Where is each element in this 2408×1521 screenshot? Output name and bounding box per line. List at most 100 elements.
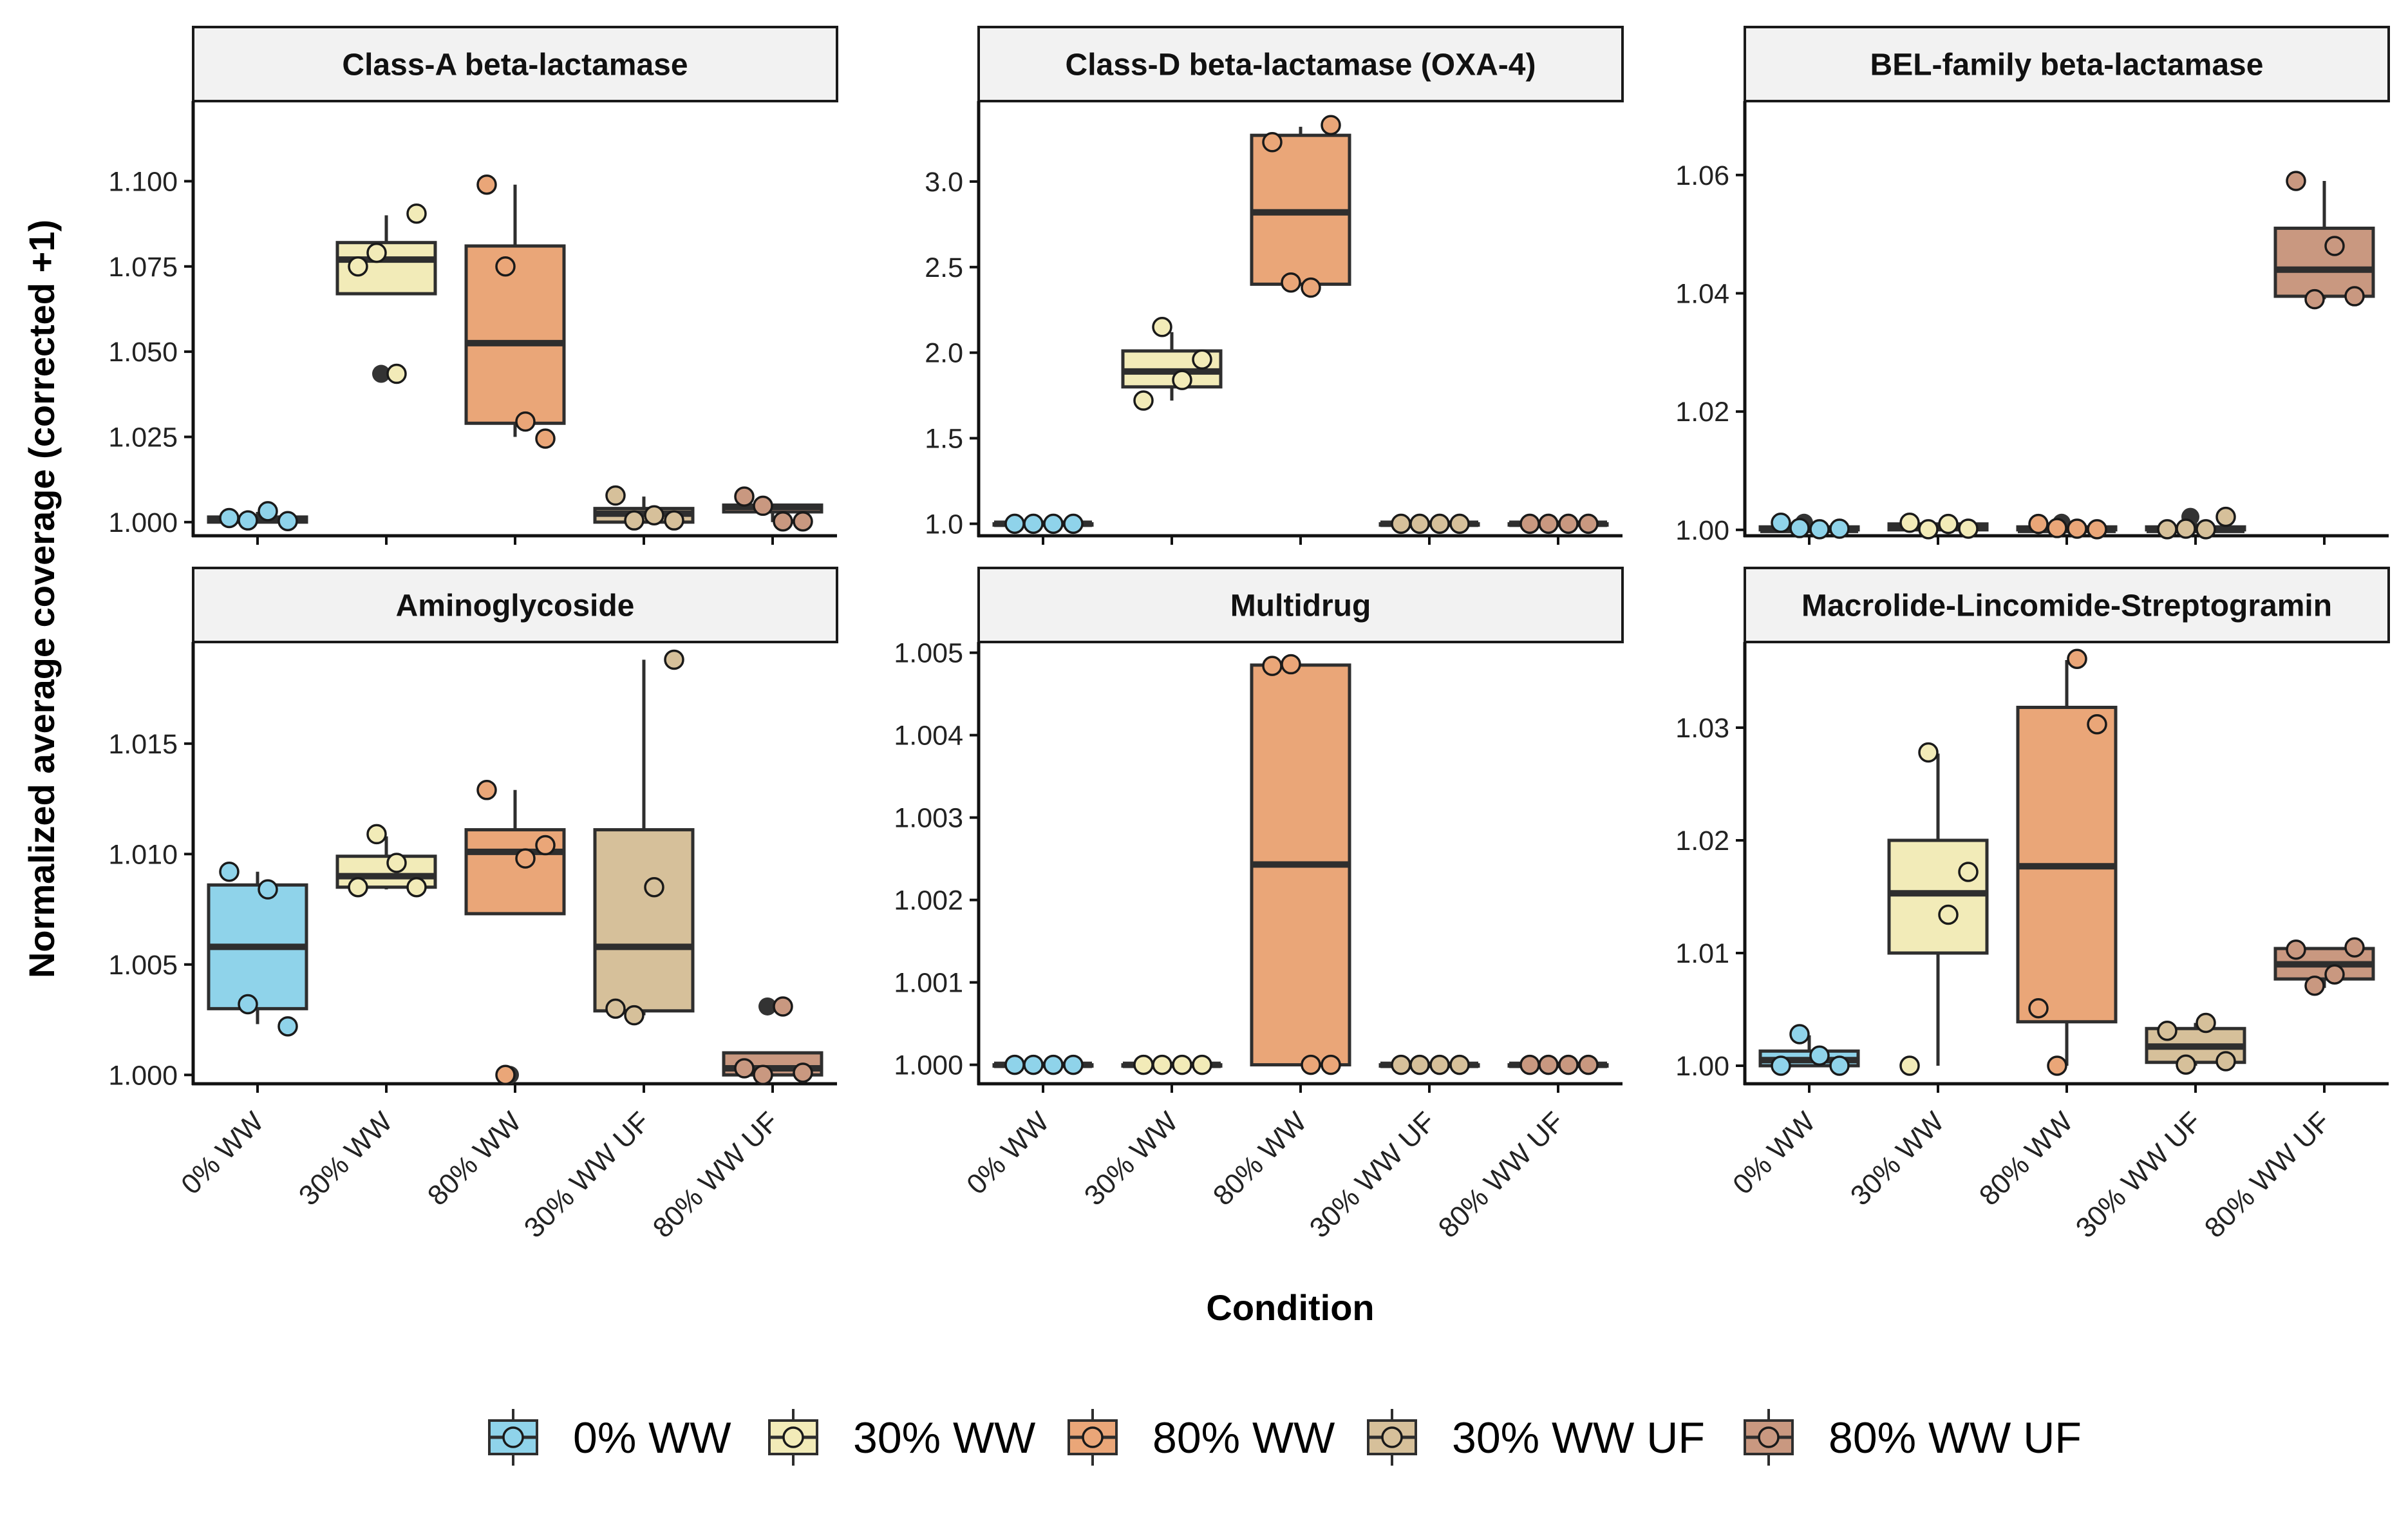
data-point [734,1058,755,1079]
data-point [664,510,684,531]
data-point [1429,513,1450,534]
box-80-ww [464,184,566,437]
legend-key-point [1758,1426,1780,1448]
y-tick-label: 1.00 [1675,1051,1729,1082]
data-point [1578,1054,1599,1075]
data-point [1829,518,1850,539]
data-point [2157,1021,2178,1041]
data-point [366,242,387,263]
data-point [515,848,536,869]
data-point [238,510,258,531]
data-point [1023,513,1044,534]
box-30-ww [1887,753,1989,1066]
box-80-ww [1250,126,1351,286]
y-tick-label: 1.0 [925,509,963,540]
panel-title: Aminoglycoside [396,589,635,623]
y-tick-label: 3.0 [925,167,963,198]
data-point [1938,513,1959,534]
legend: 0% WW 30% WW 80% WW 30% WW UF 80% WW UF [488,1409,2082,1466]
data-point [258,501,278,522]
y-tick-label: 1.03 [1675,713,1729,744]
data-point [2324,964,2345,985]
data-point [734,486,755,507]
data-point [406,203,427,224]
data-point [1789,1024,1810,1044]
legend-item-80-ww-uf: 80% WW UF [1744,1409,2082,1466]
panel-bel-family-beta-lactamase: BEL-family beta-lactamase 1.00 1.02 1.04 1.0… [1675,26,2390,546]
panel-strip [192,567,838,643]
data-point [1172,370,1192,390]
box-30-ww-uf [593,659,695,1016]
data-point [476,174,497,195]
data-point [1829,1055,1850,1076]
data-point [1133,1054,1154,1075]
data-point [1262,132,1283,153]
y-tick-label: 1.025 [108,422,178,453]
data-point [644,505,664,525]
legend-item-30-ww-uf: 30% WW UF [1367,1409,1705,1466]
data-point [348,876,368,898]
data-point [605,998,626,1019]
y-tick-label: 1.075 [108,252,178,283]
data-point [1301,1054,1321,1075]
legend-item-30-ww: 30% WW [768,1409,1035,1466]
legend-key-point [782,1426,804,1448]
y-tick-label: 1.004 [894,721,963,751]
data-point [1958,862,1979,882]
data-point [1558,1054,1579,1075]
data-point [1958,518,1979,539]
data-point [1771,513,1791,533]
data-point [1899,1055,1920,1076]
legend-item-80-ww: 80% WW [1068,1409,1335,1466]
box-body [2273,226,2375,298]
outlier-point [758,997,776,1016]
data-point [1281,654,1301,675]
data-point [2067,648,2087,669]
y-tick-label: 1.06 [1675,160,1729,191]
y-tick-label: 1.02 [1675,397,1729,428]
data-point [1281,272,1301,293]
data-point [1558,513,1579,534]
box-body [593,828,695,1013]
data-point [1578,513,1599,534]
data-point [1771,1055,1791,1076]
y-tick-label: 1.050 [108,337,178,368]
data-point [348,256,368,277]
data-point [1133,390,1154,411]
data-point [644,876,664,898]
data-point [1449,513,1470,534]
panel-strip [1744,26,2390,102]
data-point [1429,1054,1450,1075]
panel-strip [192,26,838,102]
data-point [2304,288,2325,310]
data-point [1538,1054,1559,1075]
panel-class-a-beta-lactamase: Class-A beta-lactamase 1.000 1.025 1.050 1.0… [108,26,838,545]
panel-title: Macrolide-Lincomide-Streptogramin [1801,589,2332,623]
data-point [2215,1051,2236,1072]
legend-key-point [502,1426,524,1448]
data-point [1409,513,1430,534]
data-point [1449,1054,1470,1075]
data-point [1152,1054,1172,1075]
y-tick-label: 1.010 [108,839,178,870]
panel-strip [977,567,1624,643]
data-point [1519,1054,1540,1075]
data-point [366,824,387,845]
data-point [406,876,427,898]
x-axis-title: Condition [1206,1287,1374,1328]
y-tick-label: 1.005 [108,950,178,981]
data-point [277,511,298,531]
data-point [1321,115,1341,135]
box-0-ww [207,871,308,1025]
data-point [1192,1054,1212,1075]
y-tick-label: 1.04 [1675,278,1729,309]
data-point [1063,1054,1084,1075]
y-tick-label: 1.000 [108,507,178,538]
y-tick-label: 2.0 [925,338,963,369]
y-tick-label: 1.01 [1675,938,1729,969]
y-tick-label: 1.003 [894,803,963,834]
data-point [2196,519,2216,540]
panel-class-d-beta-lactamase-oxa-4: Class-D beta-lactamase (OXA-4) 1.0 1.5 2.0 2… [925,26,1624,545]
data-point [1899,513,1920,533]
